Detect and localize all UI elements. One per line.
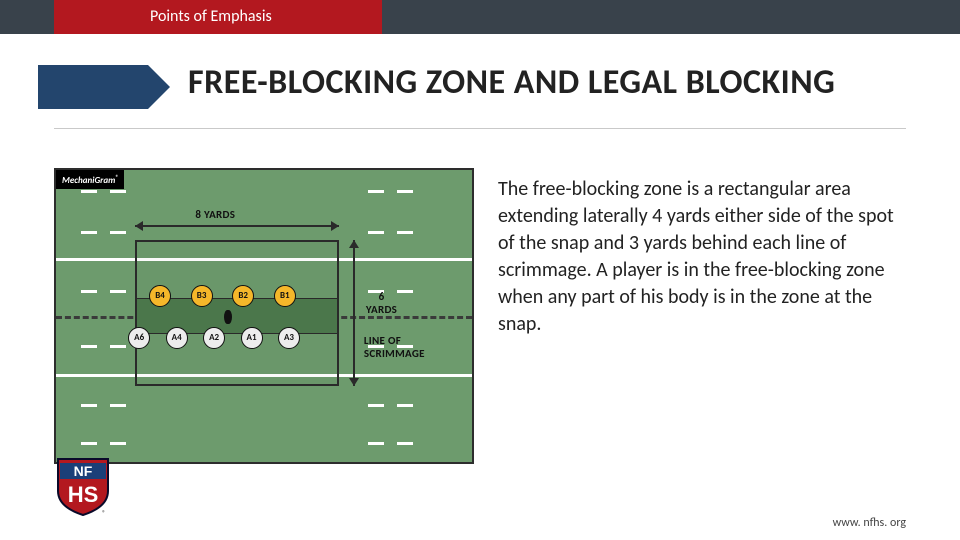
hash-mark bbox=[110, 404, 126, 407]
zone-width-label: 8 YARDS bbox=[195, 208, 235, 221]
hash-mark bbox=[81, 231, 97, 234]
player-b4: B4 bbox=[149, 285, 171, 307]
hash-mark bbox=[110, 190, 126, 193]
hash-mark bbox=[81, 190, 97, 193]
hash-mark bbox=[81, 290, 97, 293]
hash-mark bbox=[81, 442, 97, 445]
los-label: LINE OF SCRIMMAGE bbox=[364, 334, 425, 360]
player-a1: A1 bbox=[241, 327, 263, 349]
hash-mark bbox=[368, 231, 384, 234]
zone-height-label: 6 YARDS bbox=[366, 290, 397, 316]
hash-mark bbox=[397, 231, 413, 234]
logo-bottom-text: HS bbox=[68, 482, 99, 507]
hash-mark bbox=[110, 290, 126, 293]
hash-mark bbox=[368, 404, 384, 407]
hash-mark bbox=[397, 258, 413, 261]
player-a4: A4 bbox=[166, 327, 188, 349]
title-arrow-tag bbox=[38, 65, 148, 109]
player-b1: B1 bbox=[274, 285, 296, 307]
hash-mark bbox=[110, 258, 126, 261]
player-a6: A6 bbox=[128, 327, 150, 349]
hash-mark bbox=[368, 190, 384, 193]
hash-mark bbox=[368, 258, 384, 261]
player-b3: B3 bbox=[191, 285, 213, 307]
description-text: The free-blocking zone is a rectangular … bbox=[498, 168, 906, 494]
player-a2: A2 bbox=[203, 327, 225, 349]
free-blocking-zone-box bbox=[135, 240, 339, 386]
hash-mark bbox=[110, 231, 126, 234]
hash-mark bbox=[397, 374, 413, 377]
hash-mark bbox=[81, 258, 97, 261]
hash-mark bbox=[110, 374, 126, 377]
hash-mark bbox=[397, 442, 413, 445]
hash-mark bbox=[81, 404, 97, 407]
page-title: FREE-BLOCKING ZONE AND LEGAL BLOCKING bbox=[188, 62, 835, 103]
svg-text:®: ® bbox=[102, 508, 106, 517]
hash-mark bbox=[397, 190, 413, 193]
footer-url: www. nfhs. org bbox=[833, 516, 906, 530]
title-underline bbox=[54, 128, 906, 129]
field-diagram: MechaniGram® 8 YARDS 6 YARDS LINE OF SCRIMM… bbox=[54, 168, 474, 464]
hash-mark bbox=[110, 345, 126, 348]
hash-mark bbox=[81, 374, 97, 377]
hash-mark bbox=[110, 442, 126, 445]
hash-mark bbox=[397, 404, 413, 407]
hash-mark bbox=[397, 290, 413, 293]
section-label: Points of Emphasis bbox=[150, 0, 272, 34]
content-row: MechaniGram® 8 YARDS 6 YARDS LINE OF SCRIMM… bbox=[54, 168, 906, 494]
hash-mark bbox=[368, 442, 384, 445]
player-a3: A3 bbox=[278, 327, 300, 349]
hash-mark bbox=[368, 374, 384, 377]
nfhs-logo: NF HS ® bbox=[54, 457, 112, 522]
hash-mark bbox=[81, 345, 97, 348]
logo-top-text: NF bbox=[74, 463, 93, 479]
mechanigram-badge: MechaniGram® bbox=[56, 170, 124, 189]
player-b2: B2 bbox=[232, 285, 254, 307]
